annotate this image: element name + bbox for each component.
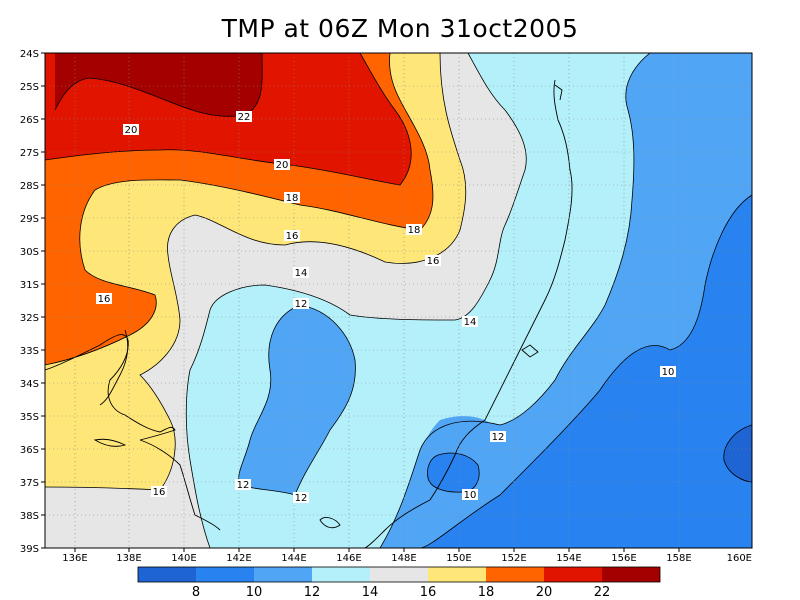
lat-label: 26S (20, 115, 39, 126)
contour-labels: 22 20 20 18 18 16 16 16 16 14 14 12 12 1… (96, 111, 676, 504)
svg-text:16: 16 (286, 231, 299, 242)
colorbar-swatch (370, 567, 428, 582)
svg-text:18: 18 (286, 193, 299, 204)
colorbar-swatch (312, 567, 370, 582)
lon-label: 140E (171, 553, 196, 564)
svg-text:20: 20 (276, 160, 289, 171)
contour-label: 12 (293, 492, 309, 504)
band-14-16 (45, 53, 527, 548)
colorbar-swatch (196, 567, 254, 582)
svg-text:10: 10 (662, 367, 675, 378)
contour-label: 16 (425, 255, 441, 267)
lat-label: 37S (20, 478, 39, 489)
lat-label: 39S (20, 544, 39, 555)
lon-label: 146E (336, 553, 361, 564)
lat-label: 31S (20, 280, 39, 291)
colorbar-label: 22 (594, 585, 611, 600)
lat-label: 36S (20, 445, 39, 456)
colorbar-swatch (486, 567, 544, 582)
contour-label: 10 (660, 366, 676, 378)
colorbar-swatch (544, 567, 602, 582)
contour-label: 16 (151, 486, 167, 498)
lon-label: 154E (556, 553, 581, 564)
lat-label: 28S (20, 181, 39, 192)
lat-label: 35S (20, 412, 39, 423)
plot-frame (44, 52, 753, 549)
axis-ticks (41, 52, 680, 552)
coastline (45, 79, 573, 548)
lon-label: 138E (116, 553, 141, 564)
lat-label: 24S (20, 49, 39, 60)
temperature-field: 22 20 20 18 18 16 16 16 16 14 14 12 12 1… (45, 53, 752, 548)
lon-label: 144E (281, 553, 306, 564)
contour-lines (45, 53, 752, 548)
svg-text:12: 12 (295, 493, 308, 504)
contour-label: 18 (284, 192, 300, 204)
contour-label: 20 (123, 124, 139, 136)
lat-label: 34S (20, 379, 39, 390)
svg-text:12: 12 (295, 299, 308, 310)
svg-text:18: 18 (408, 225, 421, 236)
colorbar-swatch (602, 567, 660, 582)
latitude-labels: 24S 25S 26S 27S 28S 29S 30S 31S 32S 33S … (20, 49, 39, 555)
contour-label: 12 (490, 431, 506, 443)
lat-label: 29S (20, 214, 39, 225)
svg-text:14: 14 (464, 317, 477, 328)
svg-text:14: 14 (295, 268, 308, 279)
colorbar-swatch (428, 567, 486, 582)
lat-label: 33S (20, 346, 39, 357)
colorbar-swatch (138, 567, 196, 582)
lon-label: 136E (62, 553, 87, 564)
contour-label: 16 (284, 230, 300, 242)
lat-label: 27S (20, 148, 39, 159)
band-18-20 (45, 53, 433, 365)
lon-label: 160E (727, 553, 752, 564)
contour-label: 14 (462, 316, 478, 328)
contour-label: 14 (293, 267, 309, 279)
colorbar: 8 10 12 14 16 18 20 22 (137, 566, 661, 600)
lat-label: 32S (20, 313, 39, 324)
colorbar-label: 14 (362, 585, 379, 600)
contour-label: 20 (274, 159, 290, 171)
lon-label: 148E (391, 553, 416, 564)
lat-label: 38S (20, 511, 39, 522)
grid-lines (45, 53, 752, 548)
lon-label: 142E (226, 553, 251, 564)
map-title: TMP at 06Z Mon 31oct2005 (221, 14, 579, 43)
svg-text:12: 12 (237, 480, 250, 491)
band-8-10 (420, 195, 752, 548)
svg-text:12: 12 (492, 432, 505, 443)
svg-text:16: 16 (153, 487, 166, 498)
contour-label: 22 (236, 111, 252, 123)
lon-label: 152E (501, 553, 526, 564)
lon-label: 156E (611, 553, 636, 564)
lat-label: 25S (20, 82, 39, 93)
colorbar-label: 18 (478, 585, 495, 600)
svg-text:22: 22 (238, 112, 251, 123)
contour-label: 12 (235, 479, 251, 491)
lon-label: 158E (666, 553, 691, 564)
svg-text:20: 20 (125, 125, 138, 136)
contour-label: 16 (96, 293, 112, 305)
contour-label: 10 (462, 489, 478, 501)
svg-text:16: 16 (98, 294, 111, 305)
colorbar-label: 8 (192, 585, 200, 600)
contour-label: 12 (293, 298, 309, 310)
colorbar-label: 20 (536, 585, 553, 600)
longitude-labels: 136E 138E 140E 142E 144E 146E 148E 150E … (62, 553, 752, 564)
contour-label: 18 (406, 224, 422, 236)
colorbar-label: 10 (246, 585, 263, 600)
svg-text:10: 10 (464, 490, 477, 501)
colorbar-label: 12 (304, 585, 321, 600)
lon-label: 150E (446, 553, 471, 564)
band-22-24 (55, 53, 263, 117)
lat-label: 30S (20, 247, 39, 258)
band-10-12-west (238, 305, 356, 495)
colorbar-swatch (254, 567, 312, 582)
svg-text:16: 16 (427, 256, 440, 267)
band-16-18 (45, 53, 466, 490)
colorbar-label: 16 (420, 585, 437, 600)
